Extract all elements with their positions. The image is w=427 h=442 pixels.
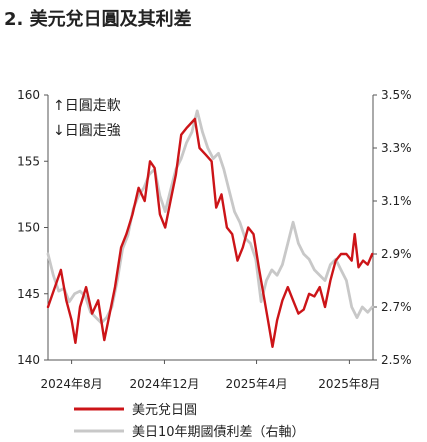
legend-label-usdjpy: 美元兌日圓 bbox=[132, 403, 197, 418]
right-tick-label: 2.9% bbox=[381, 247, 412, 261]
right-tick-label: 2.7% bbox=[381, 300, 412, 314]
page-title: 2. 美元兌日圓及其利差 bbox=[4, 9, 192, 30]
left-tick-label: 155 bbox=[17, 154, 40, 168]
x-tick-label: 2025年4月 bbox=[225, 377, 287, 391]
x-tick-label: 2025年8月 bbox=[318, 377, 380, 391]
left-tick-label: 140 bbox=[17, 353, 40, 367]
left-tick-label: 150 bbox=[17, 221, 40, 235]
x-axis-ticks: 2024年8月 2024年12月 2025年4月 2025年8月 bbox=[41, 360, 380, 391]
plot-area: 140 145 150 155 160 2.5% 2.7% 2.9% 3.1% 3.3% 3.5%… bbox=[17, 88, 411, 391]
annotation-yen-weaker: ↑日圓走軟 bbox=[53, 98, 121, 114]
right-tick-label: 3.1% bbox=[381, 194, 412, 208]
right-axis-ticks: 2.5% 2.7% 2.9% 3.1% 3.3% 3.5% bbox=[373, 88, 412, 367]
series-line-spread bbox=[46, 109, 374, 325]
x-tick-label: 2024年8月 bbox=[41, 377, 103, 391]
series-layer bbox=[46, 109, 374, 348]
legend: 美元兌日圓 美日10年期國債利差（右軸） bbox=[74, 403, 305, 440]
left-tick-label: 145 bbox=[17, 287, 40, 301]
legend-label-spread: 美日10年期國債利差（右軸） bbox=[132, 425, 305, 440]
series-line-usdjpy bbox=[46, 117, 374, 348]
x-tick-label: 2024年12月 bbox=[130, 377, 200, 391]
right-tick-label: 3.3% bbox=[381, 141, 412, 155]
right-tick-label: 2.5% bbox=[381, 353, 412, 367]
annotation-yen-stronger: ↓日圓走強 bbox=[53, 123, 121, 139]
left-axis-ticks: 140 145 150 155 160 bbox=[17, 88, 48, 367]
left-tick-label: 160 bbox=[17, 88, 40, 102]
right-tick-label: 3.5% bbox=[381, 88, 412, 102]
